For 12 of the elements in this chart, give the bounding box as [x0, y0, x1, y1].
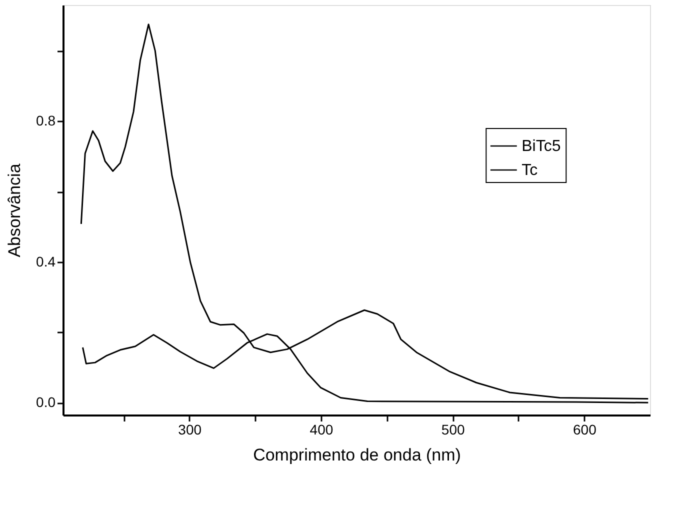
y-tick-label: 0.4: [36, 253, 56, 270]
y-axis-title: Absorvância: [5, 163, 24, 258]
x-tick-label: 400: [310, 422, 334, 438]
y-tick-label: 0.0: [36, 394, 56, 410]
x-tick-label: 600: [573, 422, 597, 438]
legend-label: BiTc5: [522, 138, 561, 155]
x-tick-label: 500: [441, 422, 465, 438]
x-tick-label: 300: [178, 422, 202, 438]
x-axis-title: Comprimento de onda (nm): [253, 446, 461, 464]
legend-label: Tc: [522, 162, 538, 179]
line-series: [80, 24, 649, 400]
y-tick-label: 0.8: [36, 112, 56, 129]
